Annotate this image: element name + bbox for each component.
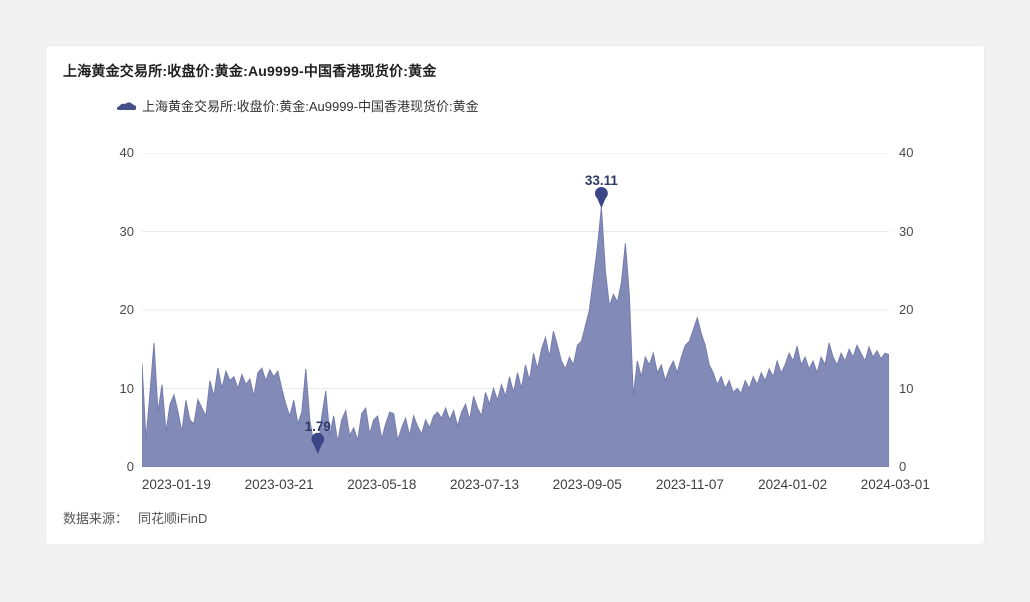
x-tick-label: 2023-07-13 (449, 477, 520, 492)
x-axis: 2023-01-19 2023-03-21 2023-05-18 2023-07-13… (141, 475, 930, 495)
x-tick-label: 2023-09-05 (552, 477, 622, 492)
y-tick-label: 0 (126, 459, 134, 474)
min-point-pin-icon (311, 432, 325, 454)
y-tick-label: 10 (899, 380, 914, 396)
y-axis-left: 0 10 20 30 40 (94, 145, 134, 474)
y-tick-label: 0 (899, 459, 907, 474)
area-series-icon (117, 102, 136, 110)
chart-card: 上海黄金交易所:收盘价:黄金:Au9999-中国香港现货价:黄金 上海黄金交易所… (45, 45, 985, 545)
area-chart-canvas[interactable]: 33.11 1.79 (142, 153, 889, 467)
x-tick-label: 2024-01-02 (758, 477, 828, 492)
y-tick-label: 20 (119, 302, 134, 317)
y-tick-label: 30 (899, 223, 914, 239)
min-point-label: 1.79 (305, 419, 331, 434)
data-source: 数据来源： 同花顺iFinD (63, 508, 207, 527)
max-point-pin-icon (595, 186, 608, 209)
x-tick-label: 2023-03-21 (244, 477, 314, 492)
x-tick-label: 2024-03-01 (860, 477, 930, 492)
x-tick-label: 2023-11-07 (655, 477, 724, 492)
legend-label: 上海黄金交易所:收盘价:黄金:Au9999-中国香港现货价:黄金 (142, 98, 479, 114)
x-tick-label: 2023-05-18 (347, 477, 417, 492)
legend-item[interactable]: 上海黄金交易所:收盘价:黄金:Au9999-中国香港现货价:黄金 (117, 96, 479, 114)
y-axis-right: 0 10 20 30 40 (899, 145, 939, 474)
y-tick-label: 20 (899, 302, 914, 317)
y-tick-label: 40 (119, 145, 134, 160)
x-tick-label: 2023-01-19 (141, 477, 211, 492)
y-tick-label: 30 (119, 223, 134, 239)
y-tick-label: 10 (119, 380, 134, 396)
area-series[interactable] (142, 207, 889, 467)
plot-area[interactable]: 33.11 1.79 (142, 153, 889, 467)
y-tick-label: 40 (899, 145, 914, 160)
chart-title: 上海黄金交易所:收盘价:黄金:Au9999-中国香港现货价:黄金 (63, 63, 437, 79)
data-source-label: 数据来源： (63, 511, 129, 526)
data-source-value: 同花顺iFinD (138, 511, 208, 526)
max-point-label: 33.11 (585, 173, 619, 188)
